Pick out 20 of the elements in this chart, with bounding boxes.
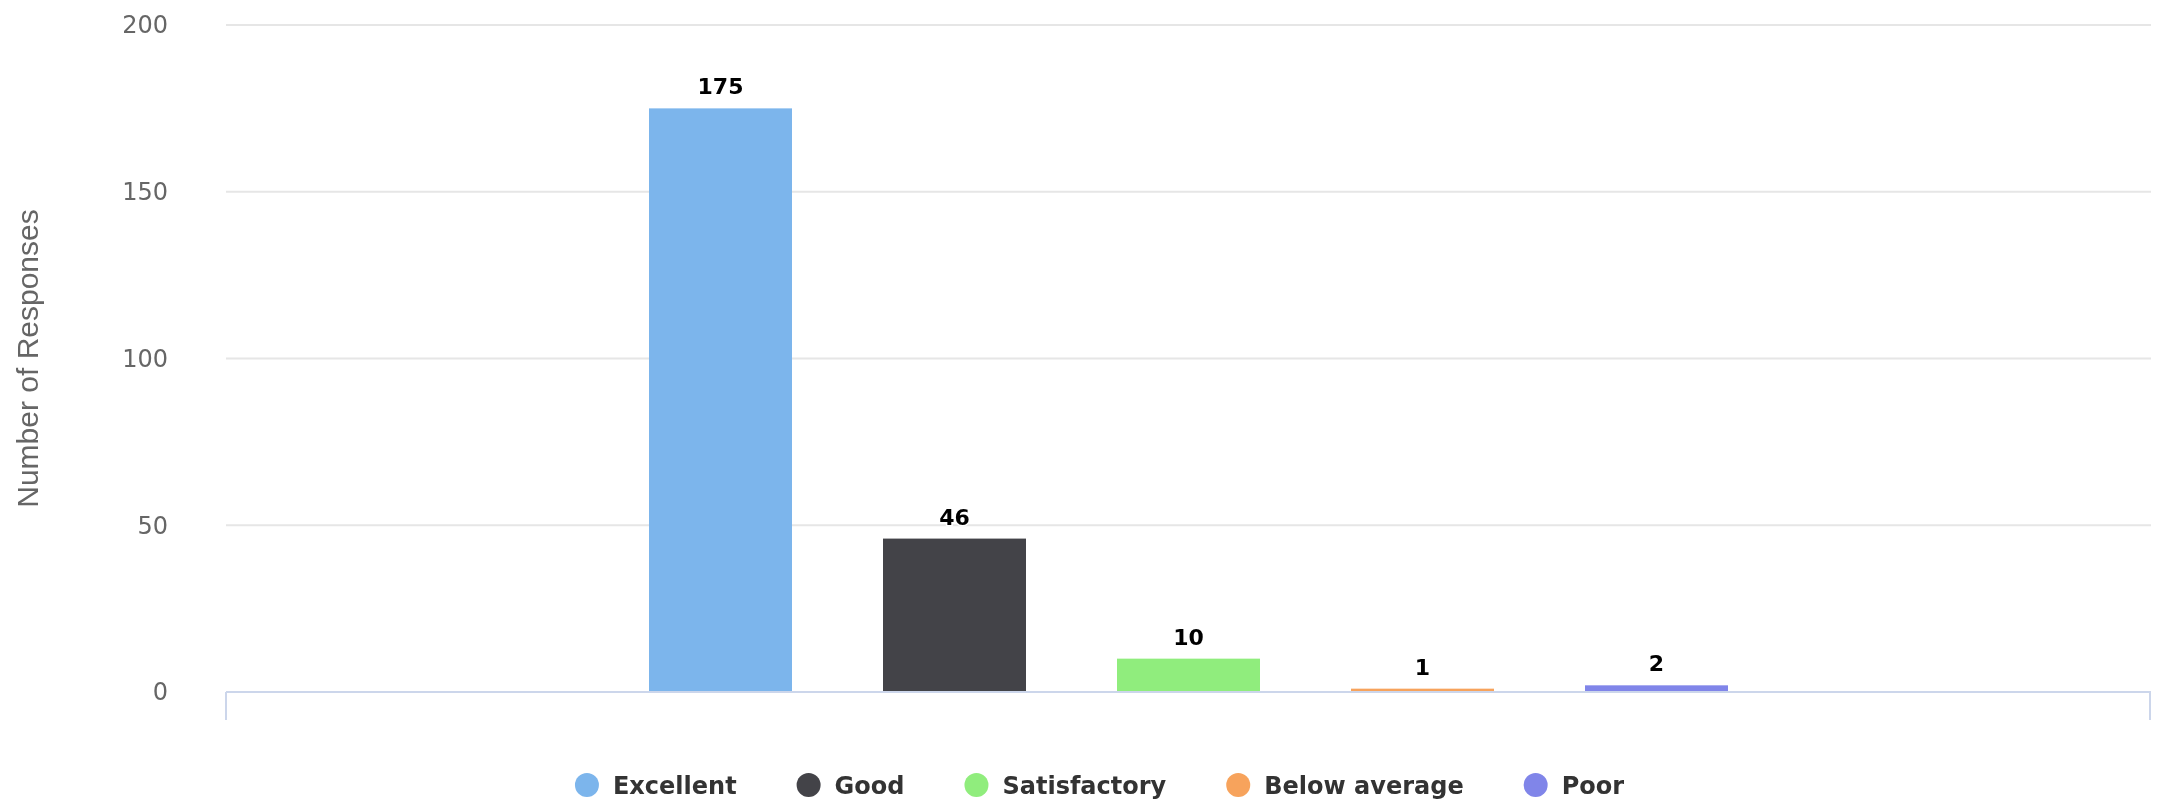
legend-label: Excellent xyxy=(612,772,737,800)
bar xyxy=(1117,658,1260,692)
y-axis-title: Number of Responses xyxy=(11,209,44,508)
y-tick-label: 50 xyxy=(137,511,168,540)
data-label: 2 xyxy=(1648,651,1665,677)
legend-label: Good xyxy=(834,772,905,800)
bar xyxy=(883,538,1026,692)
data-label: 1 xyxy=(1414,654,1431,680)
legend-label: Satisfactory xyxy=(1002,772,1167,800)
y-tick-label: 0 xyxy=(152,678,168,707)
bar xyxy=(649,108,792,692)
data-label: 46 xyxy=(939,504,970,530)
y-tick-label: 150 xyxy=(122,178,168,207)
data-label: 10 xyxy=(1173,624,1204,650)
y-tick-label: 200 xyxy=(122,11,168,40)
legend-label: Poor xyxy=(1561,772,1625,800)
y-tick-label: 100 xyxy=(122,344,168,373)
data-label: 175 xyxy=(697,74,744,100)
bar xyxy=(1585,685,1728,692)
legend-label: Below average xyxy=(1264,772,1464,800)
